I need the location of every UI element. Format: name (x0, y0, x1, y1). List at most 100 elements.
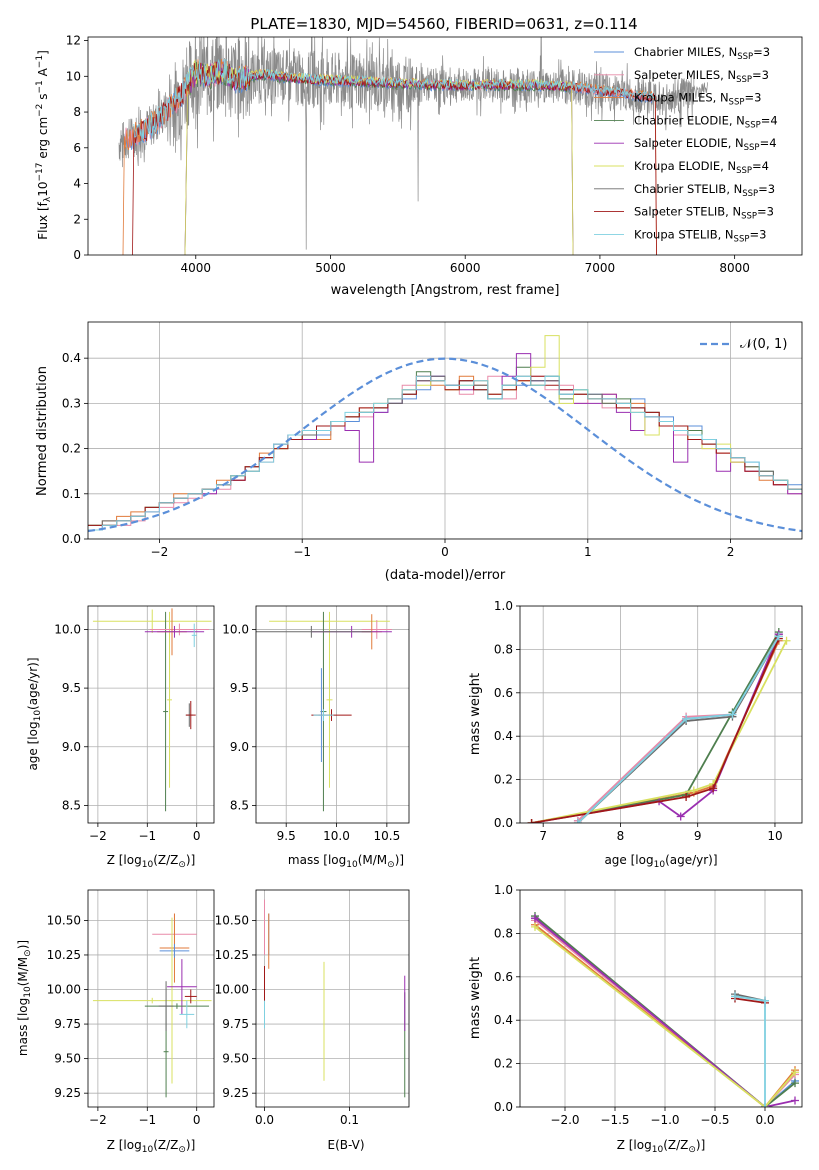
observed-spectrum-tail (666, 82, 709, 107)
label-sup: −17 (35, 163, 45, 182)
x-tick-label: 8000 (719, 261, 750, 275)
y-tick-label: 0.8 (494, 642, 513, 656)
y-tick-label: 9.50 (222, 1052, 249, 1066)
x-tick-label: 7 (539, 829, 547, 843)
y-tick-label: 0.4 (494, 729, 513, 743)
label-rest: (M/M (16, 957, 30, 986)
x-tick-label: −1 (138, 1113, 156, 1127)
plus-marker (791, 1079, 799, 1088)
plus-marker (709, 784, 718, 793)
label-rest: )] (16, 940, 30, 949)
legend-entry: 𝒩(0, 1) (740, 337, 787, 352)
x-axis-label: Z [log10(Z/Z⊙)] (617, 1138, 706, 1155)
y-tick-label: 10.00 (47, 983, 81, 997)
mass-weight-line (531, 638, 780, 823)
label-sub: ⊙ (178, 860, 186, 870)
plot-area (520, 890, 802, 1107)
x-tick-label: 9.5 (277, 829, 296, 843)
label-sub: 10 (33, 710, 43, 722)
y-tick-label: 10.50 (47, 913, 81, 927)
legend-entry: Kroupa STELIB, NSSP=3 (634, 227, 766, 244)
plot-area (118, 37, 709, 255)
y-tick-label: 0.2 (62, 442, 81, 456)
y-tick-label: 6 (73, 141, 81, 155)
label-sub: 10 (23, 986, 33, 998)
label-sup: −2 (35, 104, 45, 117)
x-axis-label: mass [log10(M/M⊙)] (288, 853, 404, 870)
x-axis-label: age [log10(age/yr)] (604, 853, 717, 870)
legend-sub: SSP (744, 143, 760, 153)
legend-sub: SSP (736, 75, 752, 85)
plus-marker (682, 714, 691, 723)
plus-marker (774, 632, 783, 641)
mass-weight-line (531, 640, 788, 823)
axes-frame (519, 605, 803, 824)
y-tick-label: 8 (73, 105, 81, 119)
x-tick-label: 6000 (450, 261, 481, 275)
y-tick-label: 1.0 (494, 599, 513, 613)
y-tick-label: 0 (73, 248, 81, 262)
y-tick-label: 9.0 (62, 740, 81, 754)
plus-marker (676, 812, 685, 821)
axes-frame (519, 889, 803, 1108)
y-tick-label: 0.8 (494, 926, 513, 940)
x-tick-label: 2 (727, 545, 735, 559)
x-tick-label: −2 (89, 1113, 107, 1127)
x-tick-label: 0.0 (755, 1113, 774, 1127)
mass-weight-line (534, 923, 796, 1107)
label-sub: ⊙ (387, 860, 395, 870)
label-rest: A (36, 67, 50, 80)
x-tick-label: 10.5 (373, 829, 400, 843)
legend-rest: =3 (749, 227, 766, 241)
plus-marker (682, 792, 691, 801)
y-tick-label: 0.0 (62, 532, 81, 546)
label-sub: 10 (142, 860, 154, 870)
label-rest: (age/yr)] (26, 657, 40, 709)
axes-frame (255, 605, 410, 824)
y-tick-label: 1.0 (494, 883, 513, 897)
label-sub: 10 (654, 860, 666, 870)
y-tick-label: 10.0 (54, 622, 81, 636)
y-tick-label: 10 (66, 69, 81, 83)
legend-sub: SSP (734, 234, 750, 244)
legend-entry: Chabrier MILES, NSSP=3 (634, 45, 770, 62)
axes-frame (87, 36, 803, 256)
axes-frame (87, 321, 803, 540)
legend-rest: =4 (760, 136, 777, 150)
plus-marker (531, 922, 539, 931)
label-rest: )] (186, 853, 195, 867)
y-tick-label: 9.5 (62, 681, 81, 695)
y-tick-label: 0.6 (494, 686, 513, 700)
y-tick-label: 2 (73, 212, 81, 226)
legend-rest: =3 (758, 182, 775, 196)
legend-entry: Chabrier ELODIE, NSSP=4 (634, 113, 778, 130)
x-tick-label: −2 (89, 829, 107, 843)
model-spectrum-line (133, 58, 656, 143)
y-axis-label: Flux [fλ10−17 erg cm−2 s−1 A−1] (35, 50, 53, 240)
y-tick-label: 9.5 (230, 681, 249, 695)
x-tick-label: −1 (293, 545, 311, 559)
x-axis-label: wavelength [Angstrom, rest frame] (331, 283, 560, 298)
label-sup: −1 (35, 80, 45, 93)
legend-sub: SSP (736, 166, 752, 176)
x-tick-label: 1 (584, 545, 592, 559)
x-tick-label: 7000 (585, 261, 616, 275)
x-tick-label: 0.0 (255, 1113, 274, 1127)
y-tick-label: 9.75 (222, 1017, 249, 1031)
y-tick-label: 9.25 (54, 1086, 81, 1100)
label-sub: ⊙ (23, 949, 33, 957)
y-tick-label: 8.5 (62, 798, 81, 812)
plus-marker (531, 914, 539, 923)
x-tick-label: −2.0 (550, 1113, 579, 1127)
x-tick-label: 9 (694, 829, 702, 843)
legend-sub: SSP (742, 189, 758, 199)
legend-rest: =3 (757, 205, 774, 219)
label-rest: (Z/Z (153, 853, 178, 867)
label-rest: s (36, 94, 50, 104)
y-tick-label: 0.3 (62, 396, 81, 410)
y-tick-label: 0.6 (494, 970, 513, 984)
plot-area (88, 322, 802, 539)
x-tick-label: 0.1 (340, 1113, 359, 1127)
x-tick-label: 4000 (181, 261, 212, 275)
mass-weight-line (531, 631, 780, 823)
